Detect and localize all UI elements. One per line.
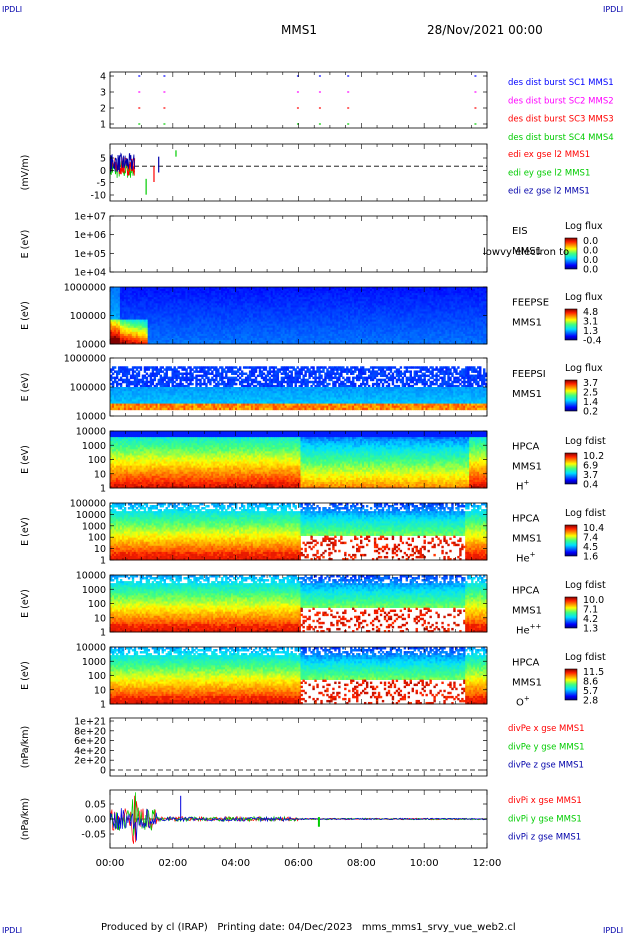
y-tick-label: 2 xyxy=(100,104,106,115)
panel-frame xyxy=(110,72,487,128)
y-tick-label: 1e+06 xyxy=(74,230,106,241)
legend-entry: edi ex gse l2 MMS1 xyxy=(508,150,590,160)
corner-mark-top-right: IPDLI xyxy=(603,5,623,14)
panel-frame xyxy=(110,144,487,201)
y-tick-label: 3 xyxy=(100,88,106,99)
colorbar-title: Log flux xyxy=(565,221,603,232)
figure: IPDLI IPDLI MMS1 28/Nov/2021 00:00 4 3 2 1 d… xyxy=(0,0,630,934)
y-tick-label: 1 xyxy=(100,120,106,131)
y-tick-label: 1e+07 xyxy=(74,212,106,223)
y-tick-label: 0 xyxy=(100,166,106,177)
y-tick-label: 5 xyxy=(100,154,106,165)
panel-edi: 50-5 -10 (mV/m) edi ex gse l2 MMS1 edi ey gs… xyxy=(20,144,590,202)
panel-stack: 4 3 2 1 des dist burst SC1 MMS1 des dist burs… xyxy=(20,72,614,849)
y-tick-label: -10 xyxy=(90,191,106,202)
panel-burst: 4 3 2 1 des dist burst SC1 MMS1 des dist burs… xyxy=(100,72,614,143)
y-axis-label: (mV/m) xyxy=(20,155,31,191)
y-tick-label: 1e+04 xyxy=(74,268,106,279)
y-tick-label: 1e+05 xyxy=(74,249,106,260)
legend-entry: des dist burst SC1 MMS1 xyxy=(508,78,614,88)
y-axis-label: E (eV) xyxy=(20,230,31,259)
instrument-label: EIS xyxy=(512,226,528,237)
legend-entry: edi ey gse l2 MMS1 xyxy=(508,168,590,178)
colorbar-tick-label: 0.0 xyxy=(583,265,598,276)
legend-entry: des dist burst SC2 MMS2 xyxy=(508,96,614,106)
legend-entry: des dist burst SC4 MMS4 xyxy=(508,133,614,143)
date-title: 28/Nov/2021 00:00 xyxy=(427,23,543,37)
overlay-label: lowvy electron to xyxy=(483,247,569,258)
spacecraft-title: MMS1 xyxy=(281,23,317,37)
corner-mark-top-left: IPDLI xyxy=(2,5,22,14)
y-tick-label: 4 xyxy=(100,72,106,83)
legend-entry: edi ez gse l2 MMS1 xyxy=(508,187,590,197)
y-tick-label: -5 xyxy=(97,178,106,189)
panel-frame xyxy=(110,216,487,272)
legend-entry: des dist burst SC3 MMS3 xyxy=(508,115,614,125)
